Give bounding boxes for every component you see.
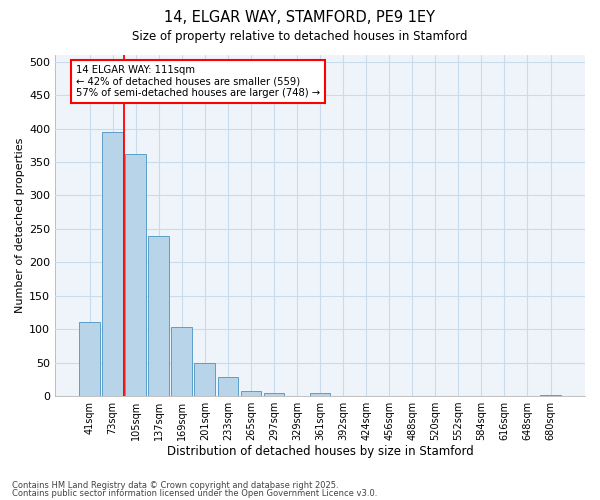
Text: 14, ELGAR WAY, STAMFORD, PE9 1EY: 14, ELGAR WAY, STAMFORD, PE9 1EY <box>164 10 436 25</box>
Bar <box>102 132 123 396</box>
Text: 14 ELGAR WAY: 111sqm
← 42% of detached houses are smaller (559)
57% of semi-deta: 14 ELGAR WAY: 111sqm ← 42% of detached h… <box>76 65 320 98</box>
X-axis label: Distribution of detached houses by size in Stamford: Distribution of detached houses by size … <box>167 444 473 458</box>
Text: Size of property relative to detached houses in Stamford: Size of property relative to detached ho… <box>132 30 468 43</box>
Bar <box>79 322 100 396</box>
Bar <box>194 362 215 396</box>
Text: Contains HM Land Registry data © Crown copyright and database right 2025.: Contains HM Land Registry data © Crown c… <box>12 480 338 490</box>
Bar <box>218 376 238 396</box>
Bar <box>241 390 262 396</box>
Bar <box>263 392 284 396</box>
Y-axis label: Number of detached properties: Number of detached properties <box>15 138 25 313</box>
Bar <box>172 327 192 396</box>
Text: Contains public sector information licensed under the Open Government Licence v3: Contains public sector information licen… <box>12 489 377 498</box>
Bar <box>310 392 331 396</box>
Bar <box>125 154 146 396</box>
Bar <box>540 394 561 396</box>
Bar <box>148 236 169 396</box>
